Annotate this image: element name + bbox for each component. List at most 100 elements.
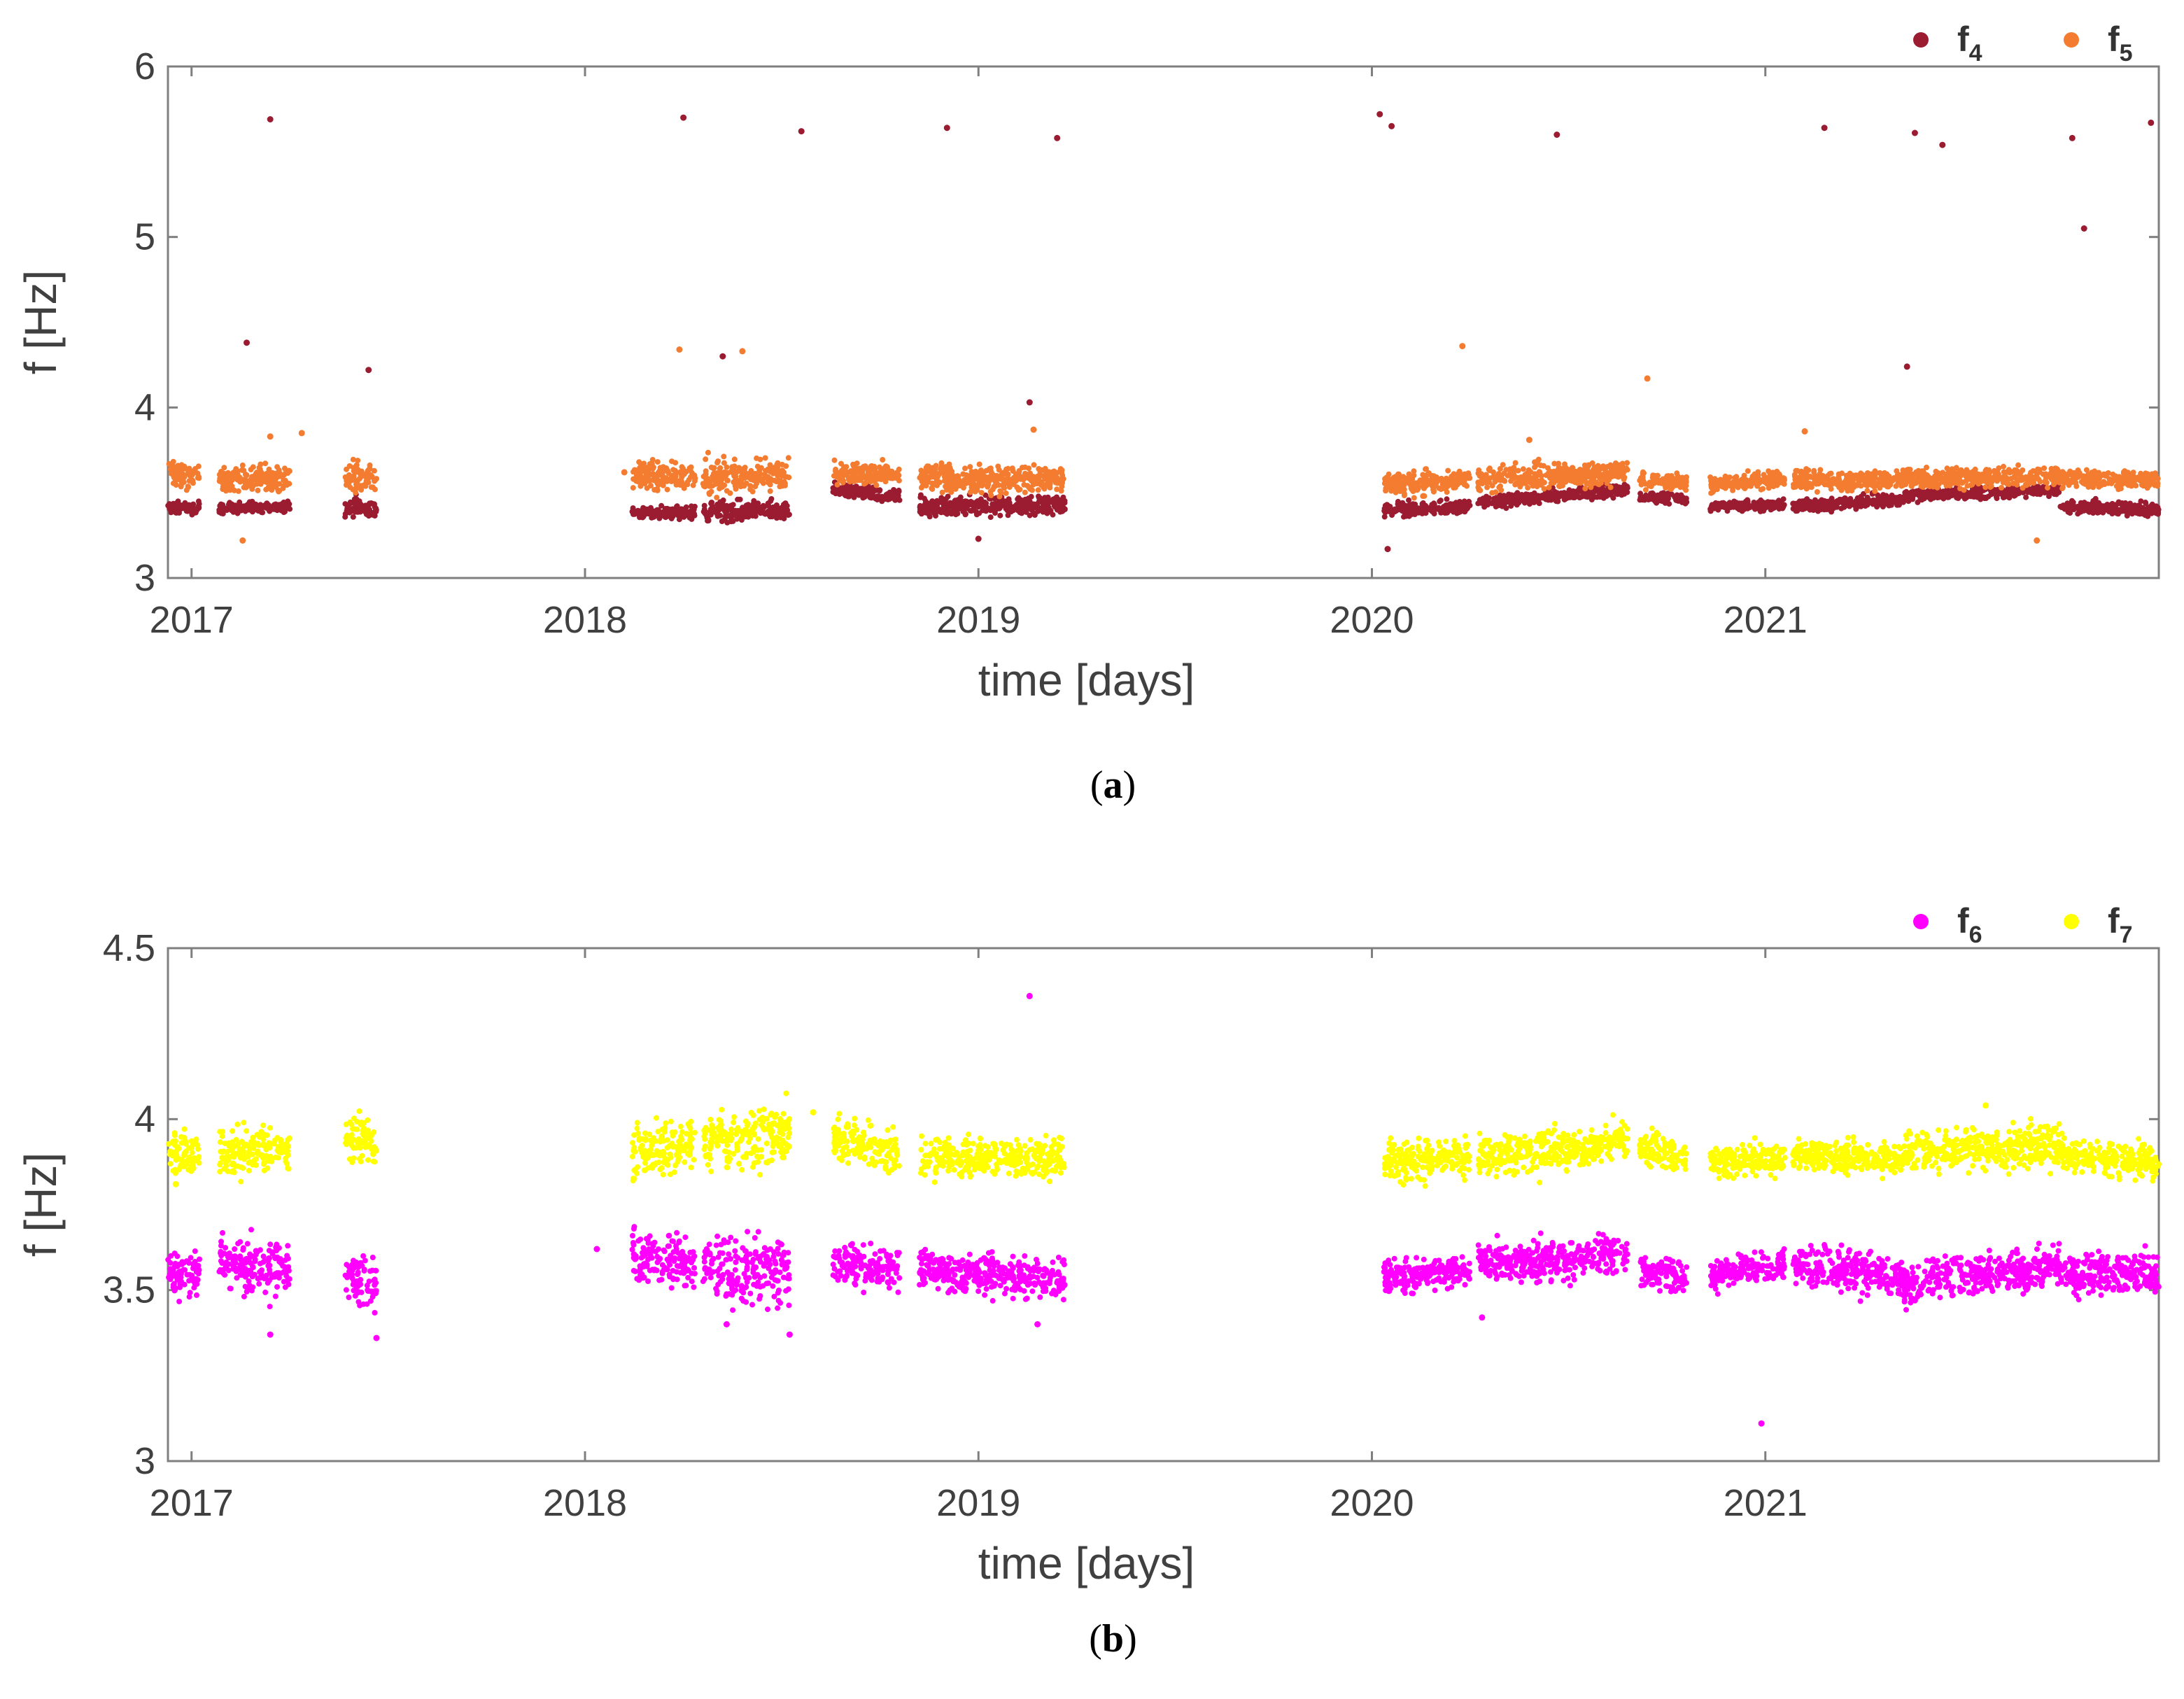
- data-point-f4: [1046, 498, 1052, 504]
- data-point-f4: [370, 501, 376, 507]
- data-point-f5: [1415, 485, 1421, 491]
- data-point-f5: [1811, 467, 1817, 474]
- data-point-f5: [367, 473, 373, 479]
- data-point-f4: [1056, 498, 1062, 504]
- data-point-f5: [630, 485, 636, 491]
- data-point-f5: [946, 461, 952, 467]
- data-point-f5: [1512, 460, 1519, 466]
- data-point-f5: [760, 480, 766, 486]
- data-point-f5: [173, 467, 178, 473]
- data-point-f5: [774, 461, 780, 467]
- data-point-f4: [876, 495, 882, 501]
- data-point-f5: [1646, 481, 1652, 487]
- data-point-f4: [1914, 488, 1919, 494]
- data-point-f5: [1535, 456, 1542, 463]
- data-point-f4: [658, 502, 665, 509]
- data-point-f5: [1467, 475, 1473, 481]
- data-point-f5: [738, 474, 745, 479]
- data-point-f4: [2068, 505, 2074, 511]
- data-point-f4: [2046, 493, 2052, 500]
- data-point-f4: [1908, 493, 1915, 499]
- data-point-f4: [1731, 504, 1737, 510]
- data-point-f5: [747, 483, 754, 489]
- data-point-f5: [260, 474, 267, 481]
- data-point-f4: [1829, 495, 1835, 502]
- data-point-f5: [250, 464, 256, 470]
- data-point-f5: [346, 463, 353, 469]
- data-point-f5: [731, 479, 737, 485]
- data-point-f4: [689, 511, 696, 517]
- data-point-f4: [356, 498, 362, 505]
- data-point-f4: [1444, 509, 1451, 516]
- data-point-f4: [357, 507, 363, 513]
- data-point-f4: [1489, 500, 1495, 507]
- data-point-f5: [772, 466, 778, 472]
- data-point-f5: [670, 467, 677, 473]
- series-f4: [165, 111, 2162, 553]
- data-point-f4: [1682, 500, 1689, 507]
- data-point-f4: [992, 510, 998, 516]
- data-point-f5: [1430, 488, 1437, 495]
- data-point-f4: [1677, 495, 1683, 502]
- data-point-f4: [877, 487, 883, 493]
- data-point-f4: [926, 511, 931, 517]
- data-point-f4: [351, 496, 358, 502]
- data-point-f4: [2118, 508, 2125, 514]
- data-point-f4: [1770, 499, 1775, 505]
- data-point-f4: [783, 509, 789, 516]
- data-point-f4: [641, 507, 647, 514]
- data-point-f4: [1595, 486, 1601, 493]
- data-point-f5: [1722, 474, 1728, 480]
- data-point-f4: [2108, 502, 2115, 508]
- data-point-f4: [369, 512, 376, 518]
- data-point-f4: [1835, 500, 1841, 506]
- data-point-f5: [1621, 474, 1628, 481]
- data-point-f5: [1516, 479, 1521, 485]
- data-point-f5: [641, 479, 647, 484]
- data-point-f5: [773, 479, 780, 485]
- data-point-f4: [670, 506, 676, 512]
- data-point-f4: [1796, 498, 1803, 505]
- data-point-f4: [1972, 492, 1978, 498]
- data-point-f4: [2069, 498, 2075, 504]
- data-point-f5: [178, 484, 184, 490]
- data-point-f5: [1056, 477, 1062, 483]
- data-point-f5: [1777, 474, 1783, 481]
- data-point-f4: [2127, 500, 2133, 507]
- data-point-f4: [949, 502, 954, 508]
- data-point-f4: [237, 502, 243, 507]
- data-point-f4: [342, 514, 348, 520]
- data-point-f5: [757, 456, 763, 463]
- data-point-f4: [1475, 500, 1481, 507]
- data-point-f4: [1943, 491, 1950, 498]
- data-point-f4: [1010, 507, 1016, 514]
- data-point-f5: [172, 477, 178, 484]
- data-point-f5: [170, 472, 176, 478]
- data-point-f4: [1905, 498, 1912, 505]
- data-point-f5: [967, 464, 973, 470]
- data-point-f5: [1426, 481, 1432, 487]
- data-point-f4: [1507, 495, 1513, 502]
- data-point-f5: [196, 475, 202, 481]
- data-point-f4: [1558, 493, 1564, 499]
- data-point-f4: [350, 514, 356, 520]
- data-point-f4: [1401, 503, 1407, 509]
- data-point-f5: [934, 474, 940, 480]
- data-point-f4: [1383, 505, 1389, 511]
- data-point-f5: [1526, 467, 1532, 473]
- data-point-f4: [836, 491, 843, 498]
- data-point-f4: [728, 512, 734, 518]
- data-point-f4: [980, 504, 987, 510]
- data-point-f4: [1758, 497, 1764, 503]
- data-point-f4: [917, 492, 924, 498]
- data-point-f4: [837, 486, 843, 492]
- x-tick-label: 2021: [1724, 599, 1808, 641]
- data-point-f5: [1432, 481, 1438, 488]
- data-point-f5: [1486, 465, 1493, 472]
- data-point-f5: [1742, 479, 1749, 486]
- data-point-f5: [1770, 470, 1776, 476]
- data-point-f4: [1613, 488, 1619, 494]
- data-point-f4: [270, 506, 276, 512]
- data-point-f4: [1459, 505, 1465, 511]
- data-point-f4: [773, 512, 780, 518]
